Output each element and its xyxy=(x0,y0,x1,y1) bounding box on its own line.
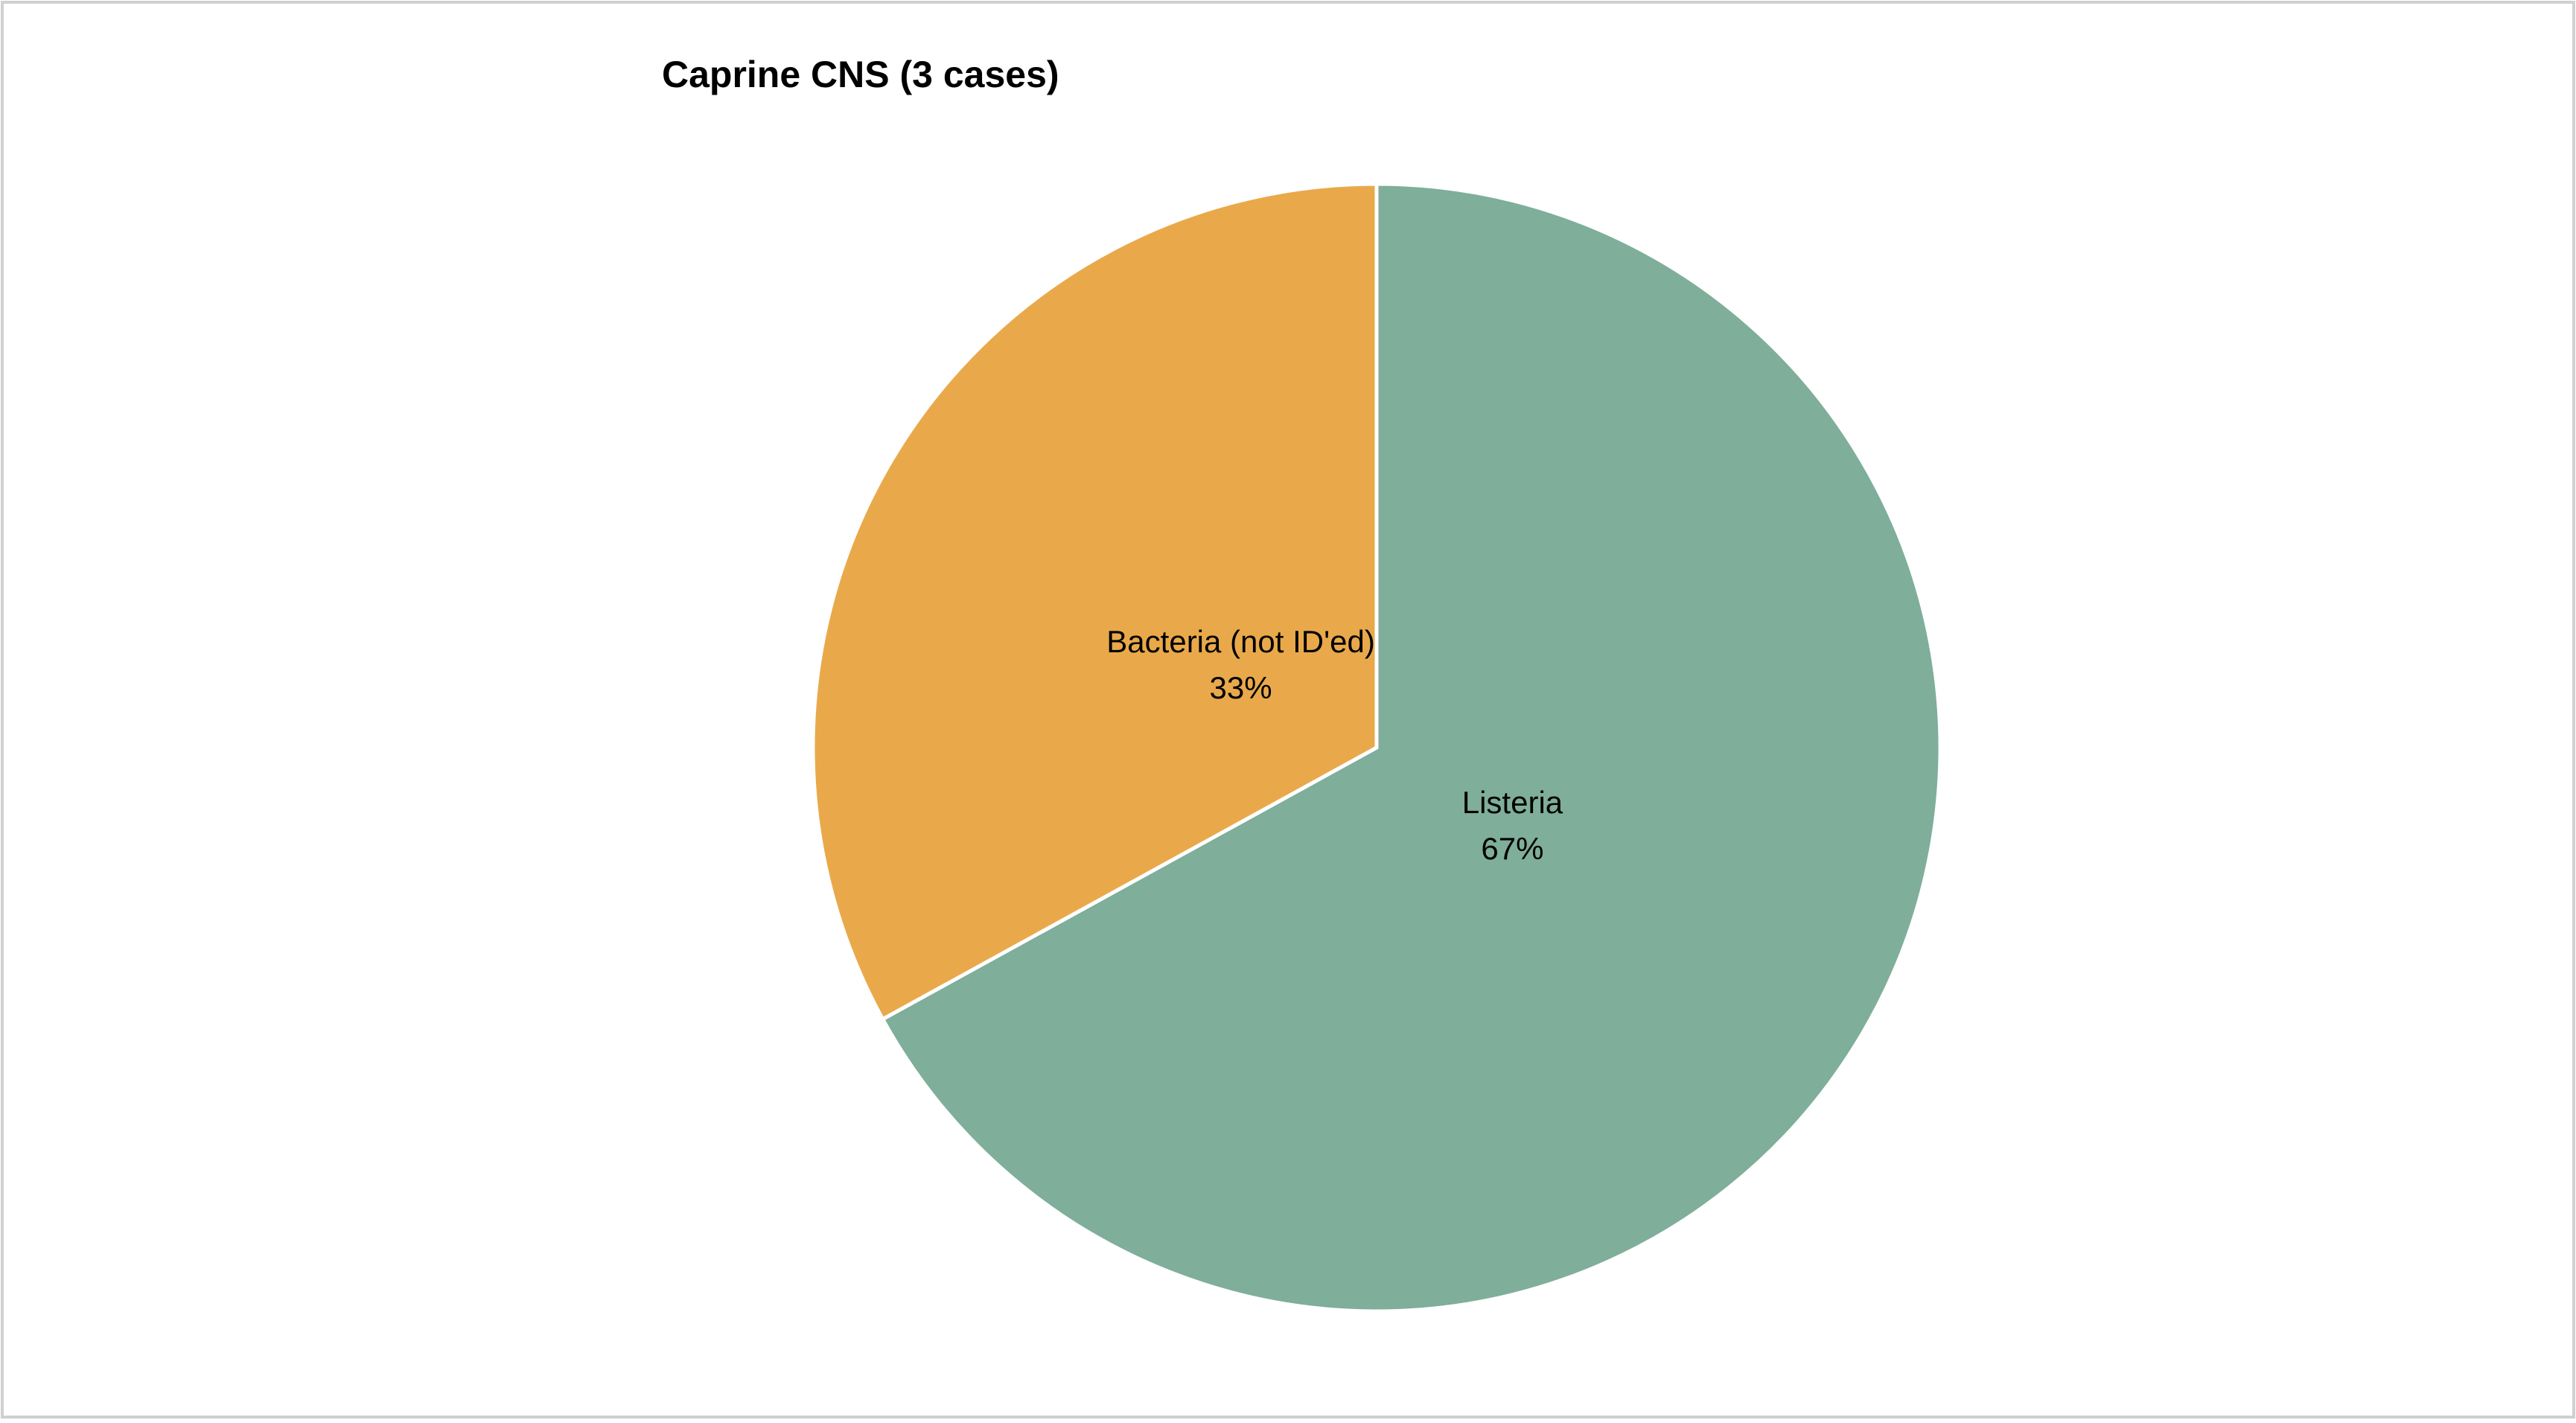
slice-value-label: 67% xyxy=(1481,831,1543,866)
pie-slice xyxy=(881,182,1942,1314)
slice-category-label: Listeria xyxy=(1462,785,1563,820)
pie-slice xyxy=(811,182,1379,1022)
slice-category-label: Bacteria (not ID'ed) xyxy=(1106,624,1375,659)
chart-title: Caprine CNS (3 cases) xyxy=(662,54,1059,95)
slice-value-label: 33% xyxy=(1210,670,1272,705)
